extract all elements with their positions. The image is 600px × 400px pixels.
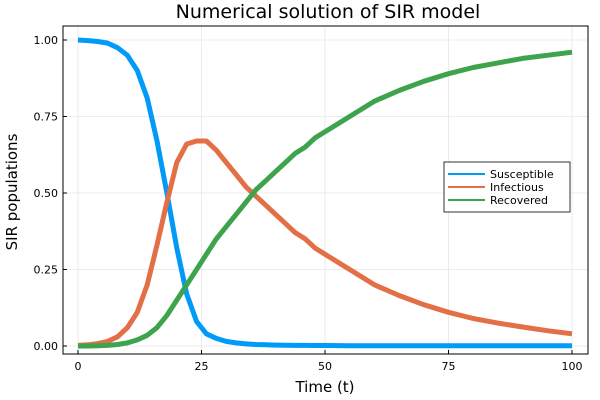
y-tick-label: 1.00 [34, 34, 59, 47]
series-layer [77, 37, 573, 349]
y-tick-label: 0.00 [34, 340, 59, 353]
y-tick-label: 0.25 [34, 264, 59, 277]
x-tick-label: 100 [562, 360, 583, 373]
series-line-recovered [78, 49, 573, 349]
series-line-susceptible [77, 37, 572, 349]
legend-label-recovered: Recovered [490, 194, 548, 207]
x-tick-label: 75 [442, 360, 456, 373]
legend-label-infectious: Infectious [490, 181, 544, 194]
x-tick-label: 25 [195, 360, 209, 373]
x-axis-ticks: 0 25 50 75 100 [75, 350, 583, 373]
y-tick-label: 0.50 [34, 187, 59, 200]
x-tick-label: 50 [318, 360, 332, 373]
y-axis-ticks: 0.00 0.25 0.50 0.75 1.00 [34, 34, 67, 353]
series-line-infectious [77, 138, 573, 348]
x-tick-label: 0 [75, 360, 82, 373]
legend-label-susceptible: Susceptible [490, 168, 554, 181]
y-axis-label: SIR populations [3, 133, 21, 250]
chart-title: Numerical solution of SIR model [176, 1, 481, 23]
x-axis-label: Time (t) [294, 378, 354, 396]
y-tick-label: 0.75 [34, 111, 59, 124]
